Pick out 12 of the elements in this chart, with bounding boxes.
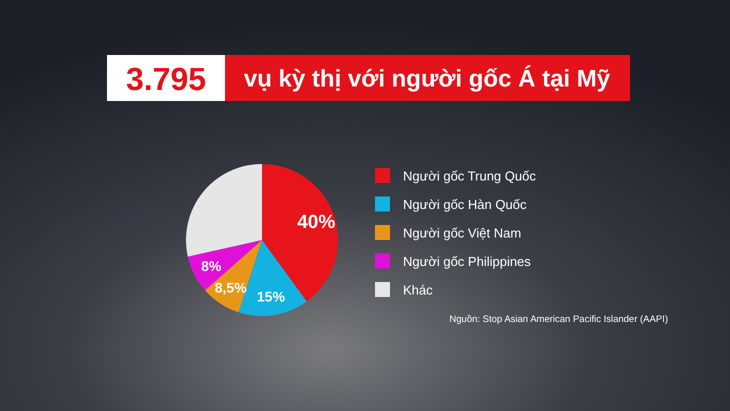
legend-label: Người gốc Hàn Quốc [403,197,527,212]
chart-title: 3.795 vụ kỳ thị với người gốc Á tại Mỹ [126,61,611,97]
text: Nguồn: Stop Asian American Pacific Islander (AAPI) [449,314,668,325]
legend-label: Người gốc Trung Quốc [403,168,536,184]
data-label: 8% [201,258,222,274]
legend-label: Khác [403,282,434,298]
legend-label: Người gốc Philippines [403,254,532,269]
data-label: 8,5% [214,280,248,296]
data-label: 15% [256,288,286,304]
data-label: 40% [297,212,336,233]
pie-slice [186,164,262,257]
legend-label: Người gốc Việt Nam [403,226,522,240]
